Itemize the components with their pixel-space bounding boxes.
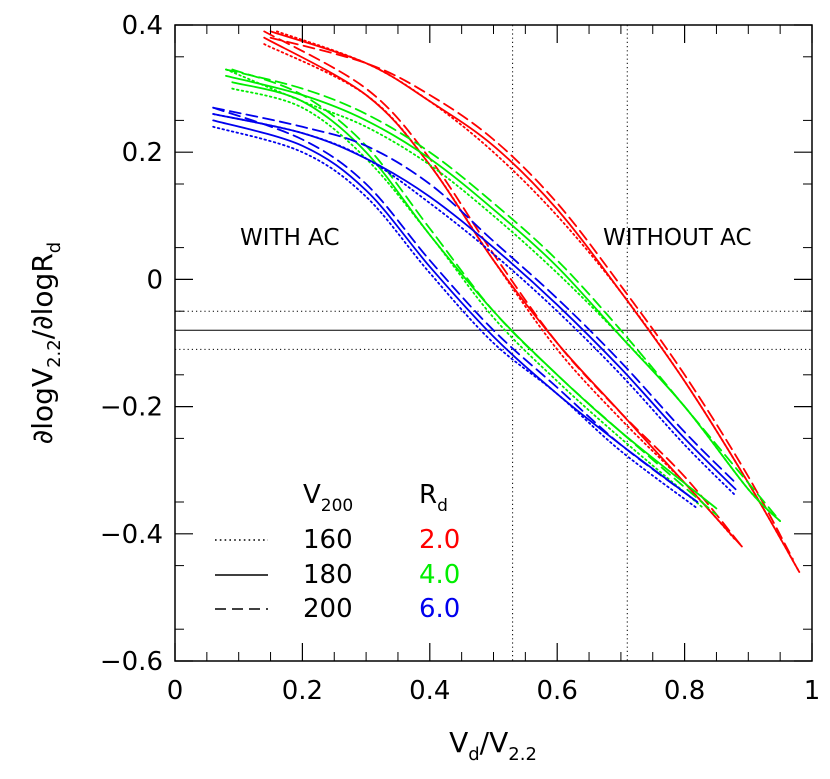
series-line-without-ac-rd2_0-v200 [269, 36, 794, 561]
series-line-with-ac-rd6_0-v160 [212, 125, 699, 510]
y-axis-title-sub2: d [44, 242, 65, 253]
legend-v200-header-main: V [303, 480, 321, 510]
legend-rd-label: 2.0 [419, 525, 460, 555]
without-ac-annotation: WITHOUT AC [603, 225, 752, 251]
series-line-with-ac-rd4_0-v160 [231, 87, 705, 510]
y-tick-label: 0 [146, 265, 163, 295]
legend-rd-header-main: R [419, 480, 437, 510]
x-axis-ticks: 0 0.2 0.4 0.6 0.8 1 [167, 25, 821, 706]
series-line-with-ac-rd2_0-v160 [263, 43, 737, 542]
series-line-without-ac-rd6_0-v180 [212, 113, 737, 491]
y-axis-title-part2: /∂logR [26, 253, 59, 339]
y-tick-label: −0.2 [100, 393, 163, 423]
y-axis-ticks: −0.6 −0.4 −0.2 0 0.2 0.4 [100, 11, 812, 677]
series-line-without-ac-rd4_0-v160 [225, 68, 781, 522]
x-tick-label: 0.2 [282, 676, 323, 706]
y-axis-title-sub1: 2.2 [44, 339, 65, 368]
legend-rows: 160 180 200 2.0 4.0 6.0 [215, 525, 460, 624]
y-tick-label: −0.4 [100, 520, 163, 550]
x-axis-title-main: V [449, 726, 468, 759]
x-tick-label: 0 [167, 676, 184, 706]
legend-v200-label: 160 [303, 525, 353, 555]
x-tick-label: 0.4 [409, 676, 450, 706]
x-axis-title-sub2: 2.2 [508, 744, 537, 765]
series-line-with-ac-rd2_0-v200 [263, 30, 743, 548]
legend-v200-label: 180 [303, 560, 353, 590]
legend-rd-header: Rd [419, 480, 448, 516]
y-axis-title-part1: ∂logV [26, 368, 59, 444]
series-line-without-ac-rd6_0-v200 [212, 106, 737, 484]
series-line-without-ac-rd2_0-v160 [276, 30, 801, 573]
legend-v200-label: 200 [303, 594, 353, 624]
legend-v200-header: V200 [303, 480, 353, 516]
x-axis-title: Vd/V2.2 [449, 726, 537, 765]
y-axis-title: ∂logV2.2/∂logRd [26, 242, 65, 444]
series-line-with-ac-rd6_0-v200 [212, 106, 699, 503]
y-tick-label: 0.2 [122, 138, 163, 168]
legend-v200-header-sub: 200 [321, 496, 353, 516]
series-line-with-ac-rd4_0-v180 [231, 81, 718, 510]
series-line-without-ac-rd4_0-v180 [225, 75, 781, 522]
series-line-without-ac-rd4_0-v200 [225, 68, 781, 522]
legend-rd-label: 6.0 [419, 594, 460, 624]
series-line-with-ac-rd2_0-v180 [263, 36, 743, 548]
x-axis-title-sub1: d [468, 744, 479, 765]
series-line-with-ac-rd4_0-v200 [231, 68, 718, 516]
y-tick-label: −0.6 [100, 647, 163, 677]
series-line-without-ac-rd6_0-v160 [212, 113, 737, 497]
y-tick-label: 0.4 [122, 11, 163, 41]
series-line-without-ac-rd2_0-v180 [269, 30, 801, 573]
with-ac-annotation: WITH AC [240, 225, 340, 251]
legend-rd-header-sub: d [437, 496, 448, 516]
series-group [212, 30, 801, 573]
x-axis-title-mid: /V [480, 726, 509, 759]
x-tick-label: 1 [804, 676, 821, 706]
x-tick-label: 0.8 [664, 676, 705, 706]
legend-rd-label: 4.0 [419, 560, 460, 590]
x-tick-label: 0.6 [537, 676, 578, 706]
